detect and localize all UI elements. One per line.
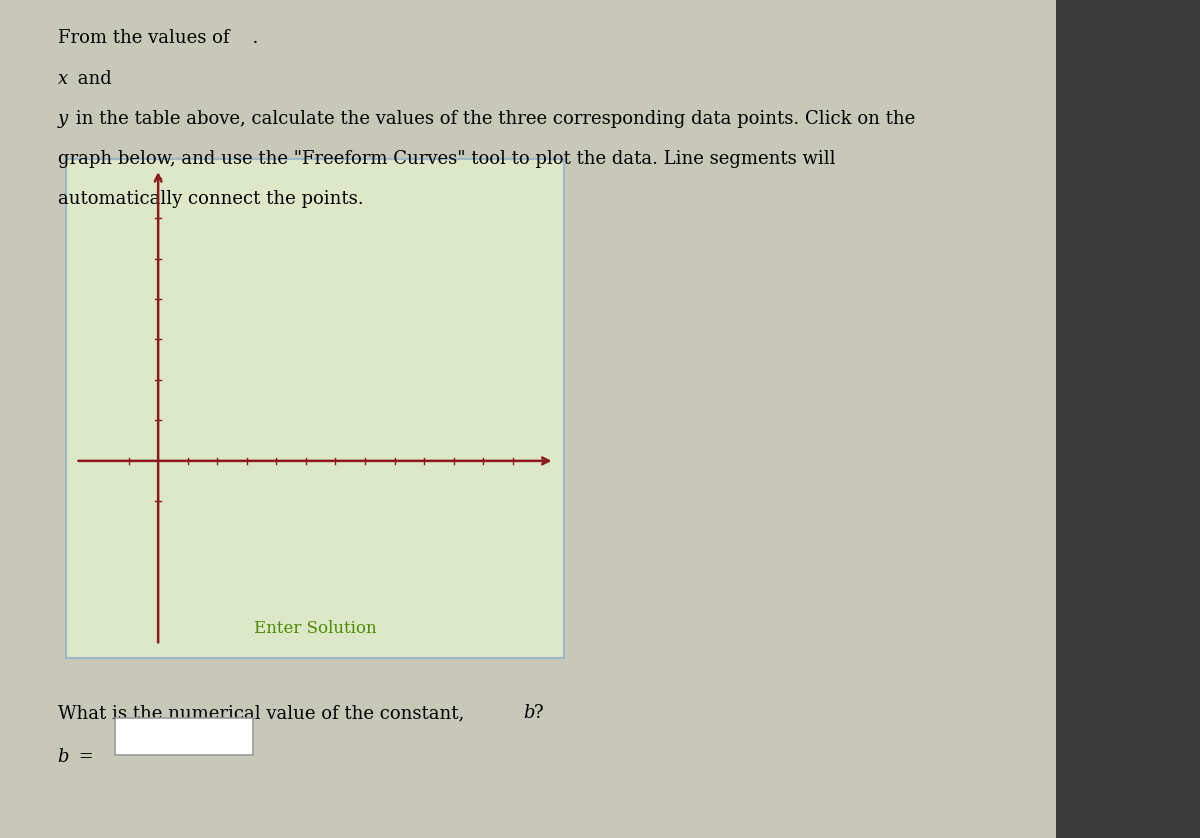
Text: Enter Solution: Enter Solution xyxy=(253,620,377,637)
Text: From the values of    .: From the values of . xyxy=(58,29,258,47)
Bar xyxy=(115,718,253,755)
Text: =: = xyxy=(73,748,94,766)
Text: y: y xyxy=(58,110,67,127)
Text: graph below, and use the "Freeform Curves" tool to plot the data. Line segments : graph below, and use the "Freeform Curve… xyxy=(58,150,835,168)
Text: and: and xyxy=(72,70,112,87)
Bar xyxy=(66,159,564,658)
Text: b: b xyxy=(58,748,70,766)
Text: x: x xyxy=(58,70,67,87)
Text: automatically connect the points.: automatically connect the points. xyxy=(58,190,364,208)
Text: ?: ? xyxy=(534,704,544,722)
Text: b: b xyxy=(523,704,535,722)
Text: in the table above, calculate the values of the three corresponding data points.: in the table above, calculate the values… xyxy=(70,110,914,127)
Bar xyxy=(1056,0,1200,838)
Text: What is the numerical value of the constant,: What is the numerical value of the const… xyxy=(58,704,469,722)
